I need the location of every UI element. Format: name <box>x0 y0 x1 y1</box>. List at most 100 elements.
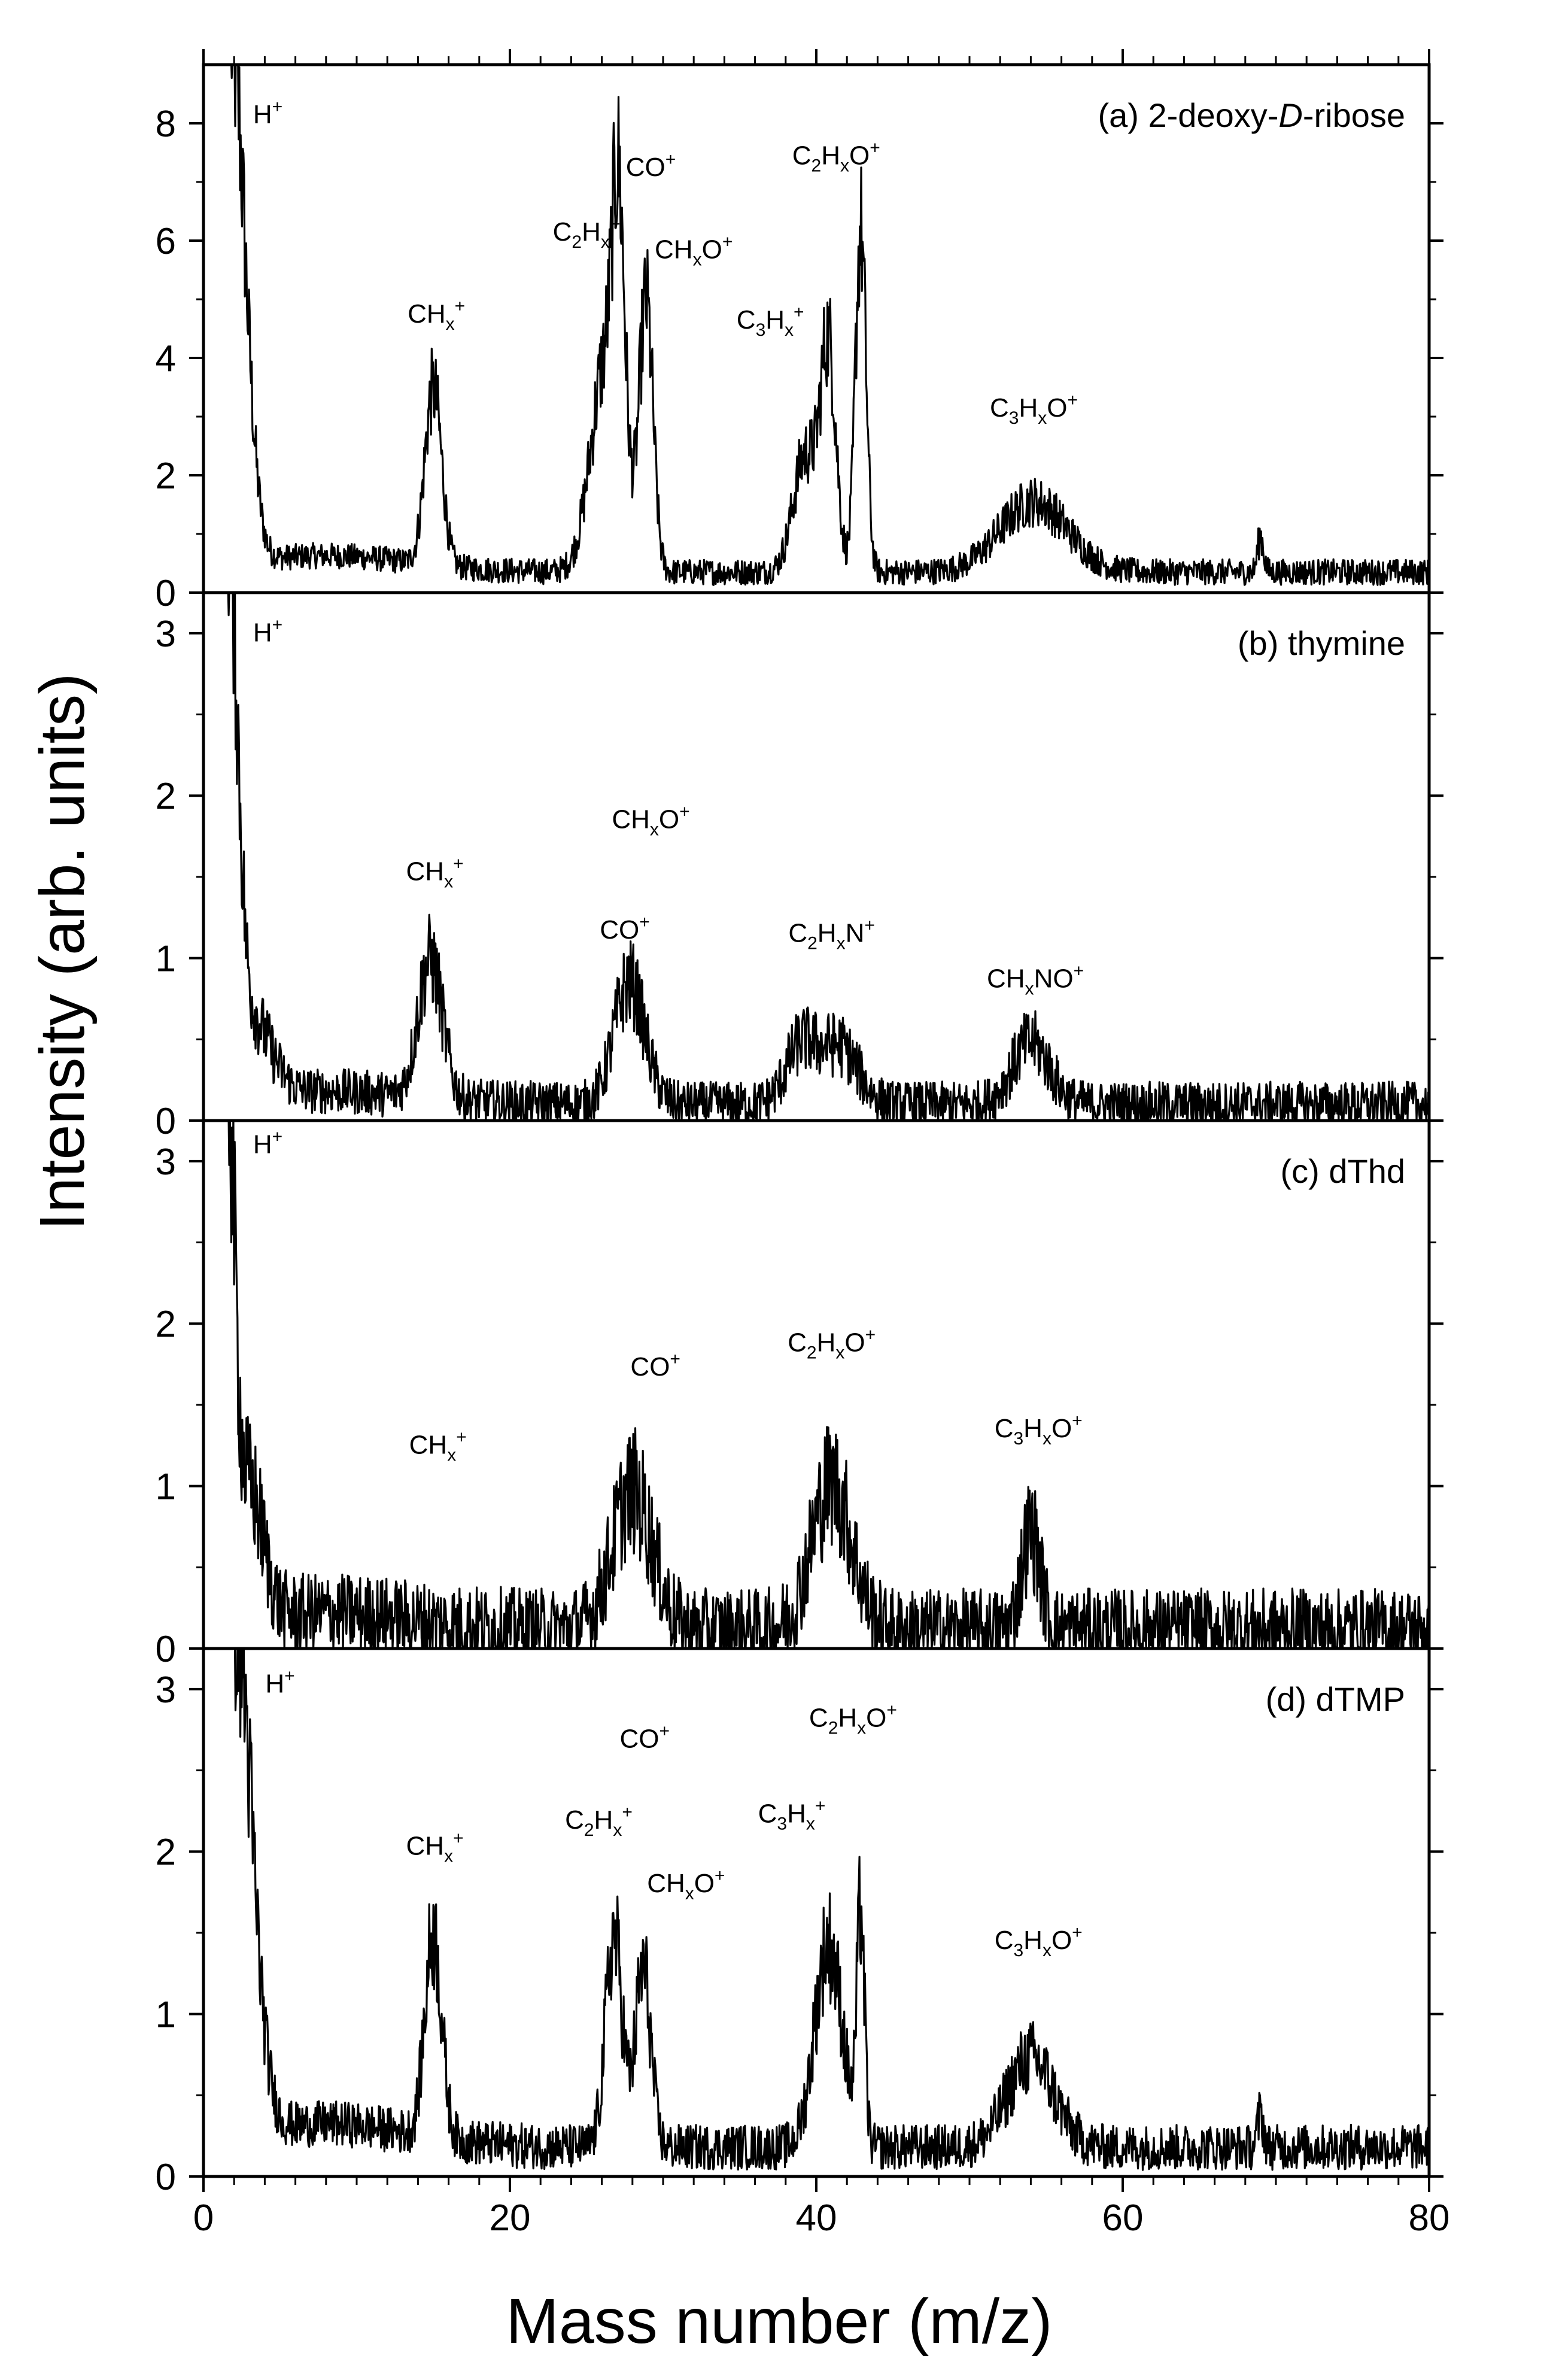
peak-label-part: CO <box>626 153 665 182</box>
peak-label-part: C <box>792 141 812 171</box>
peak-label-part: + <box>1072 1923 1083 1942</box>
peak-label: CHx+ <box>409 1427 467 1465</box>
x-tick-label: 40 <box>796 2197 837 2239</box>
y-tick-label: 3 <box>156 1669 176 1711</box>
peak-label-part: O <box>1051 1414 1072 1443</box>
peak-label-part: + <box>639 912 650 932</box>
peak-label-part: x <box>446 314 455 334</box>
peak-label-part: x <box>444 1847 453 1866</box>
panel-title-italic: D <box>1278 96 1302 134</box>
peak-label: C3Hx+ <box>758 1796 826 1833</box>
x-axis-title: Mass number (m/z) <box>506 2286 1053 2357</box>
peak-label-part: x <box>1038 408 1047 428</box>
panel-title-part: (a) 2-deoxy- <box>1098 96 1279 134</box>
peak-label: CHxNO+ <box>987 961 1084 998</box>
y-tick-label: 0 <box>156 1101 176 1142</box>
peak-label-part: + <box>1074 961 1084 980</box>
x-axis: 0 20 40 60 80 <box>193 49 1450 2239</box>
peak-label-part: O <box>659 805 679 834</box>
y-axis-title: Intensity (arb. units) <box>27 673 98 1231</box>
peak-label-part: + <box>284 1666 295 1686</box>
peak-label: C2HxO+ <box>792 138 880 176</box>
peak-label-part: 2 <box>572 232 582 252</box>
peak-label-part: C <box>565 1805 584 1835</box>
peak-label: C3Hx+ <box>737 302 804 340</box>
peak-label-part: H <box>594 1805 613 1835</box>
peak-label-part: CH <box>409 1430 448 1459</box>
peak-label-part: 2 <box>584 1820 594 1840</box>
peak-label-part: C <box>788 918 807 948</box>
peak-label-part: + <box>715 1866 725 1886</box>
x-tick-label: 80 <box>1409 2197 1450 2239</box>
peak-label-part: H <box>821 141 840 171</box>
peak-label-part: + <box>815 1796 826 1816</box>
peak-label-part: H <box>1023 1926 1043 1955</box>
peak-label: H+ <box>253 1127 282 1159</box>
peak-label-part: O <box>694 1869 715 1898</box>
peak-label-part: x <box>601 232 610 252</box>
y-tick-label: 0 <box>156 2157 176 2198</box>
y-tick-label: 1 <box>156 939 176 980</box>
spectrum-trace <box>230 65 1429 586</box>
panel-frame <box>202 1119 1431 1650</box>
peak-label-part: x <box>1043 1429 1051 1449</box>
peak-label: CHxO+ <box>655 232 733 269</box>
peak-label-part: + <box>622 1802 633 1822</box>
peak-label-part: C <box>737 305 756 335</box>
peak-label-part: H <box>582 217 601 247</box>
peak-label-part: + <box>455 296 466 316</box>
peak-label: CO+ <box>620 1722 670 1754</box>
peak-label-part: x <box>785 320 794 340</box>
peak-label-part: x <box>840 156 849 176</box>
peak-label-part: x <box>837 933 846 953</box>
peak-label-part: CH <box>987 964 1025 993</box>
y-tick-label: 2 <box>156 1304 176 1345</box>
peak-label-part: 3 <box>1013 1429 1023 1449</box>
peak-label: CHxO+ <box>647 1866 725 1904</box>
peak-label: C3HxO+ <box>990 390 1078 428</box>
peak-label-part: C <box>553 217 572 247</box>
y-tick-label: 6 <box>156 221 176 262</box>
peak-label-part: C <box>990 393 1009 423</box>
peak-label-part: x <box>650 820 659 840</box>
peak-label-part: N <box>846 918 865 948</box>
peak-label-part: + <box>272 615 283 635</box>
peak-label: C3HxO+ <box>995 1923 1083 1960</box>
peak-label-part: C <box>758 1799 777 1828</box>
y-tick-label: 3 <box>156 1142 176 1183</box>
peak-label-part: + <box>1072 1411 1083 1431</box>
spectrum-trace <box>233 1649 1429 2171</box>
peak-label-part: CH <box>406 1832 445 1861</box>
y-tick-label: 0 <box>156 1629 176 1670</box>
y-tick-label: 1 <box>156 1995 176 2036</box>
peak-label-part: 3 <box>1013 1941 1023 1960</box>
panel-title-part: -ribose <box>1303 96 1405 134</box>
peak-label-part: CH <box>612 805 650 834</box>
peak-label-part: H <box>265 1669 284 1698</box>
y-tick-label: 8 <box>156 104 176 145</box>
panel-title: (c) dThd <box>1281 1152 1406 1190</box>
peak-label: C3HxO+ <box>995 1411 1083 1449</box>
peak-label-part: x <box>835 1343 844 1362</box>
peak-label-part: NO <box>1034 964 1074 993</box>
y-tick-label: 2 <box>156 776 176 817</box>
peak-label-part: O <box>1051 1926 1072 1955</box>
peak-label-part: 2 <box>807 1343 817 1362</box>
peak-label-part: x <box>444 872 453 891</box>
peak-label: H+ <box>253 615 282 647</box>
peak-label-part: x <box>613 1820 622 1840</box>
y-tick-label: 2 <box>156 456 176 497</box>
peak-label-part: CH <box>408 299 446 329</box>
peak-label-part: O <box>844 1328 865 1357</box>
peak-label-part: x <box>1025 979 1034 998</box>
peak-label-part: CH <box>655 235 693 264</box>
peak-label-part: + <box>453 854 464 873</box>
peak-label-part: x <box>693 250 702 269</box>
peak-label: CHx+ <box>406 854 464 891</box>
peak-label-part: x <box>1043 1941 1051 1960</box>
peak-label-part: 2 <box>807 933 817 953</box>
panel-title: (d) dTMP <box>1266 1680 1405 1718</box>
peak-label-part: CO <box>620 1725 660 1754</box>
panel-title: (b) thymine <box>1238 624 1405 662</box>
